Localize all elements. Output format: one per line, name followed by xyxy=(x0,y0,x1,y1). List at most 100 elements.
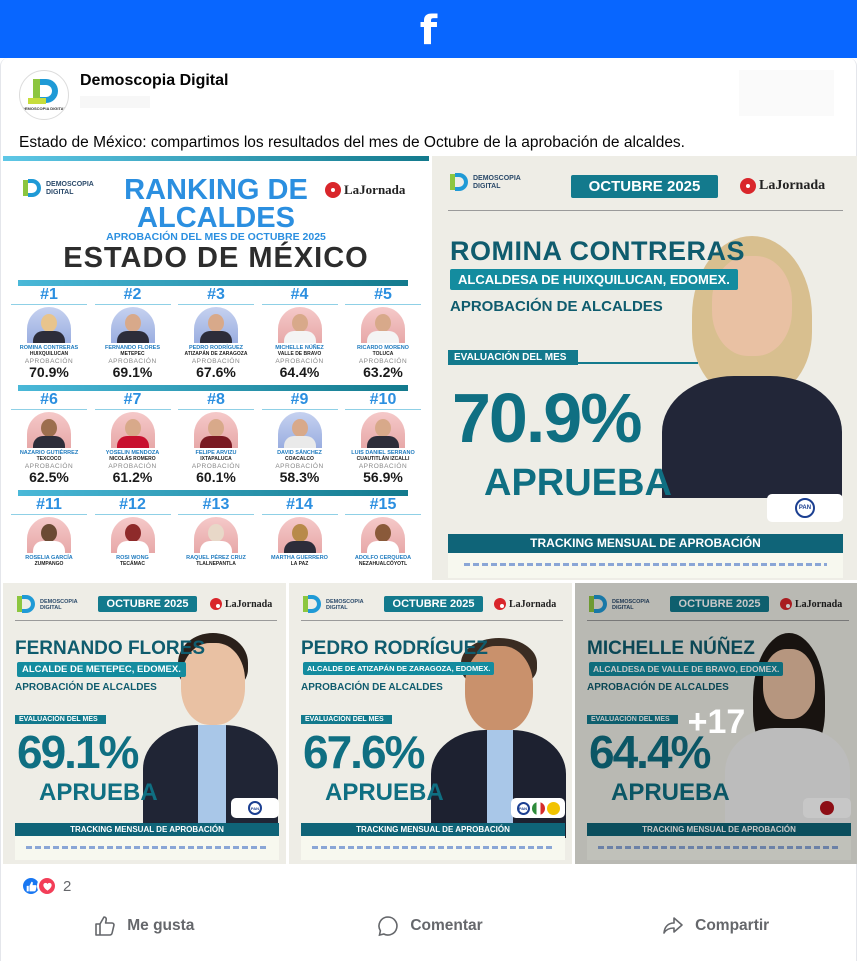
verdict-label: APRUEBA xyxy=(325,779,444,806)
candidate-name: FERNANDO FLORES xyxy=(15,638,205,659)
ranking-card: #4 MICHELLE NÚÑEZ VALLE DE BRAVO APROBACIÓN… xyxy=(261,286,338,379)
rank-number: #5 xyxy=(374,286,392,303)
tracking-header: TRACKING MENSUAL DE APROBACIÓN xyxy=(301,823,565,836)
rank-number: #4 xyxy=(290,286,309,303)
party-badge: PAN xyxy=(511,798,565,818)
candidate-municipality: TLALNEPANTLA xyxy=(196,561,236,567)
candidate-photo xyxy=(662,236,842,498)
candidate-municipality: ZUMPANGO xyxy=(34,561,64,567)
candidate-name: YOSELIN MENDOZA xyxy=(105,450,160,456)
rank-number: #1 xyxy=(40,286,58,303)
pan-party-icon: PAN xyxy=(795,498,815,518)
verdict-label: APRUEBA xyxy=(484,462,672,504)
facebook-logo-icon[interactable]: f xyxy=(419,8,438,54)
tracking-chart-strip xyxy=(301,836,565,860)
ranking-title-line1: RANKING DE xyxy=(124,174,308,206)
ranking-row-3: #11 ROSELIA GARCÍA ZUMPANGO #12 ROSI WONG TE… xyxy=(11,496,421,567)
demoscopia-logo: DEMOSCOPIA DIGITAL xyxy=(301,594,371,616)
author-name[interactable]: Demoscopia Digital xyxy=(80,72,229,89)
candidate-name: FELIPE ARVIZU xyxy=(195,450,237,456)
like-button[interactable]: Me gusta xyxy=(1,906,287,946)
eval-underline xyxy=(448,362,698,364)
candidate-name: MICHELLE NÚÑEZ xyxy=(275,345,324,351)
approval-label: APROBACIÓN xyxy=(24,358,74,365)
ranking-row-2: #6 NAZARIO GUTIÉRREZ TEXCOCO APROBACIÓN 62.5… xyxy=(11,391,421,484)
more-photos-count[interactable]: +17 xyxy=(687,703,746,741)
ranking-card: #15 ADOLFO CERQUEDA NEZAHUALCÓYOTL xyxy=(345,496,421,567)
ranking-card: #8 FELIPE ARVIZU IXTAPALUCA APROBACIÓN 60.1% xyxy=(178,391,254,484)
share-button[interactable]: Compartir xyxy=(572,906,857,946)
post-card: DEMOSCOPIA DIGITAL Demoscopia Digital Es… xyxy=(0,58,857,961)
ranking-card: #12 ROSI WONG TECÁMAC xyxy=(94,496,171,567)
candidate-municipality: CUAUTITLÁN IZCALLI xyxy=(356,456,410,462)
share-arrow-icon xyxy=(663,917,683,934)
approval-value: 56.9% xyxy=(363,469,403,485)
candidate-photo xyxy=(110,517,155,553)
ranking-band: RANKING ESTATAL xyxy=(18,490,408,503)
more-photos-overlay[interactable] xyxy=(575,583,857,864)
verdict-label: APRUEBA xyxy=(611,779,730,806)
lajornada-sun-icon xyxy=(210,598,222,610)
separator xyxy=(301,620,563,621)
avatar-logo-base xyxy=(28,98,46,104)
candidate-name: RAQUEL PÉREZ CRUZ xyxy=(186,555,246,561)
ranking-band: RANKING ESTATAL xyxy=(18,385,408,398)
comment-button[interactable]: Comentar xyxy=(287,906,573,946)
approval-label: APROBACIÓN xyxy=(358,358,408,365)
separator xyxy=(587,620,849,621)
ranking-card: #14 MARTHA GUERRERO LA PAZ xyxy=(261,496,338,567)
avatar[interactable]: DEMOSCOPIA DIGITAL xyxy=(19,70,69,120)
approval-value: 61.2% xyxy=(112,469,153,485)
candidate-municipality: VALLE DE BRAVO xyxy=(277,351,322,357)
rank-number: #7 xyxy=(123,391,142,408)
rank-number: #2 xyxy=(123,286,142,303)
approval-label: APROBACIÓN xyxy=(358,463,408,470)
lajornada-logo-text: LaJornada xyxy=(795,598,843,610)
rank-number: #8 xyxy=(207,391,225,408)
demoscopia-logo-text: DEMOSCOPIA DIGITAL xyxy=(40,599,78,611)
ranking-card: #3 PEDRO RODRÍGUEZ ATIZAPÁN DE ZARAGOZA APR… xyxy=(178,286,254,379)
candidate-photo xyxy=(194,307,238,343)
month-badge: OCTUBRE 2025 xyxy=(670,596,769,612)
approval-value: 70.9% xyxy=(452,379,642,457)
featured-image-romina[interactable]: DEMOSCOPIA DIGITAL OCTUBRE 2025 LaJornad… xyxy=(432,156,857,580)
post-media-grid: DEMOSCOPIA DIGITAL LaJornada RANKING DE … xyxy=(1,156,857,864)
reactions-summary[interactable]: 2 xyxy=(21,876,71,896)
candidate-municipality: ATIZAPÁN DE ZARAGOZA xyxy=(184,351,248,357)
candidate-photo xyxy=(194,517,238,553)
demoscopia-logo-text: DEMOSCOPIA DIGITAL xyxy=(612,599,650,611)
demoscopia-logo: DEMOSCOPIA DIGITAL xyxy=(15,594,85,616)
candidate-name: NAZARIO GUTIÉRREZ xyxy=(19,450,79,456)
featured-image-fernando[interactable]: DEMOSCOPIA DIGITAL OCTUBRE 2025 LaJornad… xyxy=(3,583,286,864)
candidate-name: RICARDO MORENO xyxy=(357,345,409,351)
candidate-municipality: NICOLÁS ROMERO xyxy=(109,456,156,462)
rank-number: #9 xyxy=(290,391,309,408)
ranking-card: #9 DAVID SÁNCHEZ COACALCO APROBACIÓN 58.3% xyxy=(261,391,338,485)
candidate-name: ROSI WONG xyxy=(116,555,149,561)
approval-value: 69.1% xyxy=(112,364,153,380)
ranking-subtitle: APROBACIÓN DEL MES DE OCTUBRE 2025 xyxy=(106,231,326,243)
featured-image-michelle[interactable]: DEMOSCOPIA DIGITAL OCTUBRE 2025 LaJornad… xyxy=(575,583,857,864)
candidate-photo xyxy=(110,412,155,448)
approval-label: APROBACIÓN xyxy=(191,358,241,365)
avatar-logo-d xyxy=(40,79,58,103)
candidate-municipality: HUIXQUILUCAN xyxy=(29,351,69,357)
candidate-photo xyxy=(361,412,405,448)
candidate-name: MICHELLE NÚÑEZ xyxy=(587,638,755,659)
approval-value: 58.3% xyxy=(279,469,320,485)
avatar-text: DEMOSCOPIA DIGITAL xyxy=(22,106,66,111)
lajornada-logo-text: LaJornada xyxy=(509,598,557,610)
pan-party-icon: PAN xyxy=(248,801,262,815)
candidate-name: ROMINA CONTRERAS xyxy=(450,236,745,266)
candidate-municipality: TOLUCA xyxy=(372,351,394,357)
verdict-label: APRUEBA xyxy=(39,779,158,806)
comment-bubble-icon xyxy=(378,916,399,937)
month-badge: OCTUBRE 2025 xyxy=(98,596,197,612)
lajornada-sun-icon xyxy=(740,178,756,194)
ranking-image[interactable]: DEMOSCOPIA DIGITAL LaJornada RANKING DE … xyxy=(3,156,429,580)
rank-number: #15 xyxy=(369,496,397,513)
ranking-band-label: RANKING ESTATAL xyxy=(24,393,61,398)
demoscopia-logo: DEMOSCOPIA DIGITAL xyxy=(587,594,657,616)
tracking-chart-strip xyxy=(448,553,843,578)
featured-image-pedro[interactable]: DEMOSCOPIA DIGITAL OCTUBRE 2025 LaJornad… xyxy=(289,583,572,864)
